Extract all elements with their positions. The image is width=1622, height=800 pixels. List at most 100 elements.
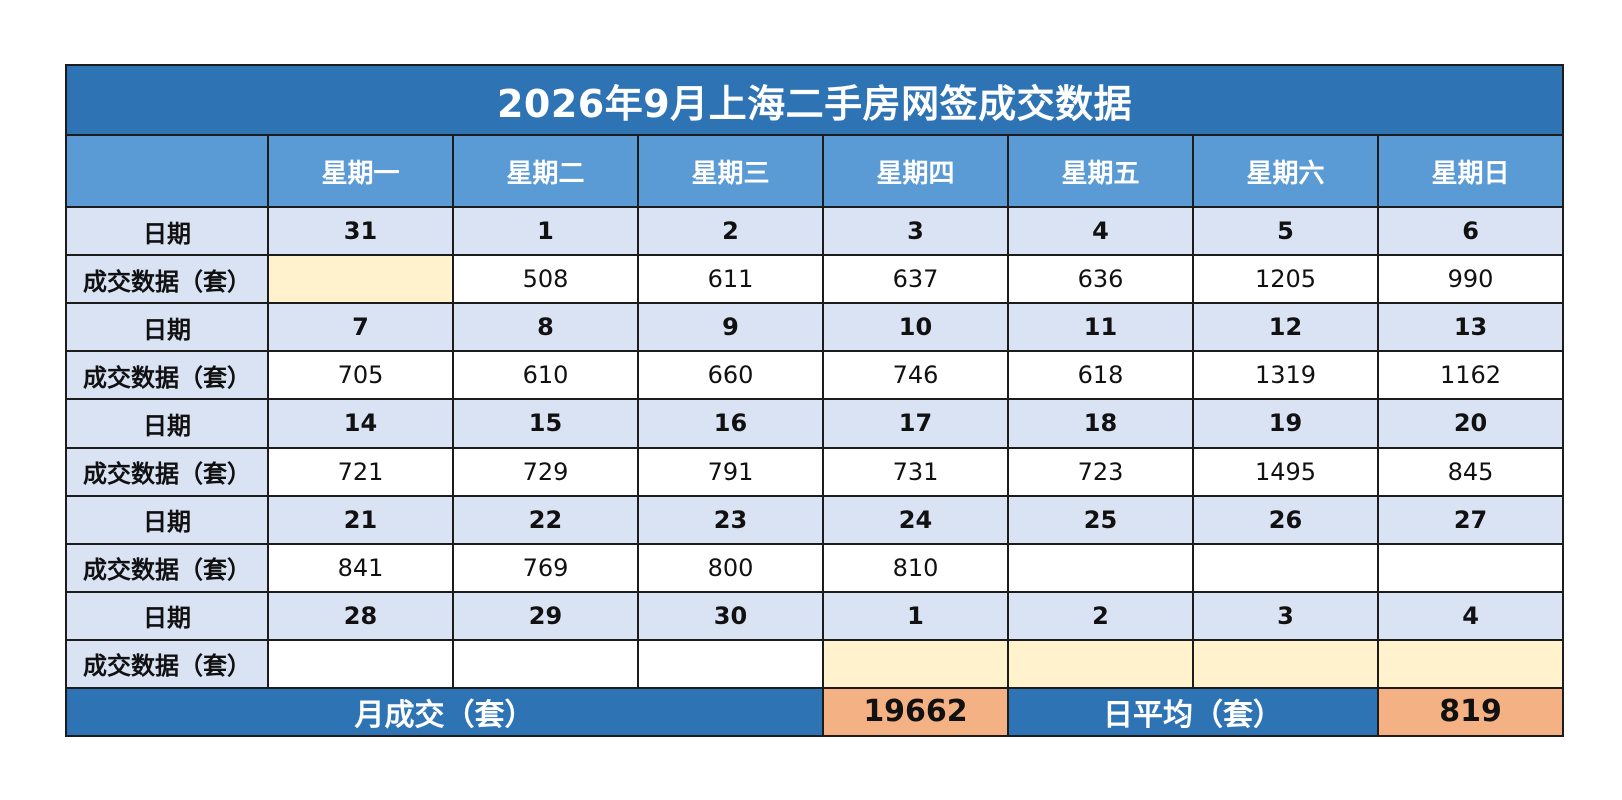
date-cell: 7 (267, 302, 454, 353)
value-cell: 810 (822, 542, 1009, 593)
date-cell: 20 (1376, 398, 1565, 449)
value-cell: 731 (822, 446, 1009, 497)
date-cell: 27 (1376, 494, 1565, 545)
weekday-header-row: 星期一 星期二 星期三 星期四 星期五 星期六 星期日 (65, 134, 1565, 209)
value-row-label: 成交数据（套） (65, 446, 269, 497)
value-cell: 1319 (1192, 350, 1379, 401)
value-cell: 610 (452, 350, 639, 401)
date-cell: 30 (637, 590, 824, 641)
date-row: 日期 28 29 30 1 2 3 4 (65, 590, 1565, 641)
date-cell: 6 (1376, 206, 1565, 257)
weekday-header-tue: 星期二 (452, 134, 639, 209)
date-cell: 4 (1376, 590, 1565, 641)
value-row: 成交数据（套） 841 769 800 810 (65, 542, 1565, 593)
value-row: 成交数据（套） 508 611 637 636 1205 990 (65, 254, 1565, 305)
value-cell: 611 (637, 254, 824, 305)
date-cell: 10 (822, 302, 1009, 353)
value-cell: 990 (1376, 254, 1565, 305)
table-title: 2026年9月上海二手房网签成交数据 (64, 63, 1565, 137)
date-cell: 14 (267, 398, 454, 449)
date-cell: 17 (822, 398, 1009, 449)
value-cell: 800 (637, 542, 824, 593)
value-cell: 746 (822, 350, 1009, 401)
value-cell: 845 (1376, 446, 1565, 497)
date-cell: 2 (1007, 590, 1194, 641)
date-row: 日期 7 8 9 10 11 12 13 (65, 302, 1565, 353)
value-cell: 791 (637, 446, 824, 497)
date-row-label: 日期 (65, 590, 269, 641)
value-cell: 769 (452, 542, 639, 593)
date-row: 日期 31 1 2 3 4 5 6 (65, 206, 1565, 257)
value-row-label: 成交数据（套） (65, 350, 269, 401)
date-cell: 2 (637, 206, 824, 257)
date-cell: 21 (267, 494, 454, 545)
value-cell (452, 638, 639, 689)
value-row-label: 成交数据（套） (65, 542, 269, 593)
date-cell: 3 (1192, 590, 1379, 641)
date-cell: 26 (1192, 494, 1379, 545)
date-cell: 23 (637, 494, 824, 545)
value-cell (1007, 542, 1194, 593)
value-cell (267, 638, 454, 689)
value-cell (1376, 638, 1565, 689)
weekday-header-fri: 星期五 (1007, 134, 1194, 209)
summary-row: 月成交（套） 19662 日平均（套） 819 (65, 686, 1565, 738)
transaction-table: 2026年9月上海二手房网签成交数据 星期一 星期二 星期三 星期四 星期五 星… (64, 63, 1565, 738)
value-cell: 841 (267, 542, 454, 593)
weekday-corner-cell (65, 134, 269, 209)
value-cell: 618 (1007, 350, 1194, 401)
date-cell: 5 (1192, 206, 1379, 257)
date-cell: 16 (637, 398, 824, 449)
weekday-header-thu: 星期四 (822, 134, 1009, 209)
weekday-header-sun: 星期日 (1376, 134, 1565, 209)
date-cell: 12 (1192, 302, 1379, 353)
date-row-label: 日期 (65, 302, 269, 353)
value-row-label: 成交数据（套） (65, 254, 269, 305)
date-cell: 31 (267, 206, 454, 257)
date-cell: 1 (822, 590, 1009, 641)
date-cell: 29 (452, 590, 639, 641)
date-cell: 1 (452, 206, 639, 257)
value-cell (637, 638, 824, 689)
value-row: 成交数据（套） 721 729 791 731 723 1495 845 (65, 446, 1565, 497)
value-cell: 1495 (1192, 446, 1379, 497)
date-cell: 3 (822, 206, 1009, 257)
value-cell: 636 (1007, 254, 1194, 305)
monthly-total-value: 19662 (822, 686, 1009, 738)
value-cell (1192, 542, 1379, 593)
date-cell: 4 (1007, 206, 1194, 257)
date-row-label: 日期 (65, 206, 269, 257)
value-cell: 637 (822, 254, 1009, 305)
value-cell (1192, 638, 1379, 689)
value-cell (1376, 542, 1565, 593)
monthly-total-label: 月成交（套） (65, 686, 824, 738)
value-cell: 1205 (1192, 254, 1379, 305)
value-cell: 723 (1007, 446, 1194, 497)
date-row-label: 日期 (65, 494, 269, 545)
date-cell: 8 (452, 302, 639, 353)
value-row-label: 成交数据（套） (65, 638, 269, 689)
date-cell: 28 (267, 590, 454, 641)
date-row: 日期 21 22 23 24 25 26 27 (65, 494, 1565, 545)
value-cell: 721 (267, 446, 454, 497)
date-cell: 18 (1007, 398, 1194, 449)
value-cell: 508 (452, 254, 639, 305)
value-row: 成交数据（套） (65, 638, 1565, 689)
date-cell: 25 (1007, 494, 1194, 545)
date-cell: 9 (637, 302, 824, 353)
value-cell: 705 (267, 350, 454, 401)
daily-average-value: 819 (1376, 686, 1565, 738)
title-row: 2026年9月上海二手房网签成交数据 (64, 63, 1565, 137)
weekday-header-wed: 星期三 (637, 134, 824, 209)
value-cell (822, 638, 1009, 689)
date-cell: 19 (1192, 398, 1379, 449)
weekday-header-sat: 星期六 (1192, 134, 1379, 209)
date-cell: 13 (1376, 302, 1565, 353)
value-cell (267, 254, 454, 305)
value-cell: 660 (637, 350, 824, 401)
daily-average-label: 日平均（套） (1007, 686, 1379, 738)
date-cell: 11 (1007, 302, 1194, 353)
value-cell (1007, 638, 1194, 689)
value-cell: 1162 (1376, 350, 1565, 401)
date-cell: 24 (822, 494, 1009, 545)
